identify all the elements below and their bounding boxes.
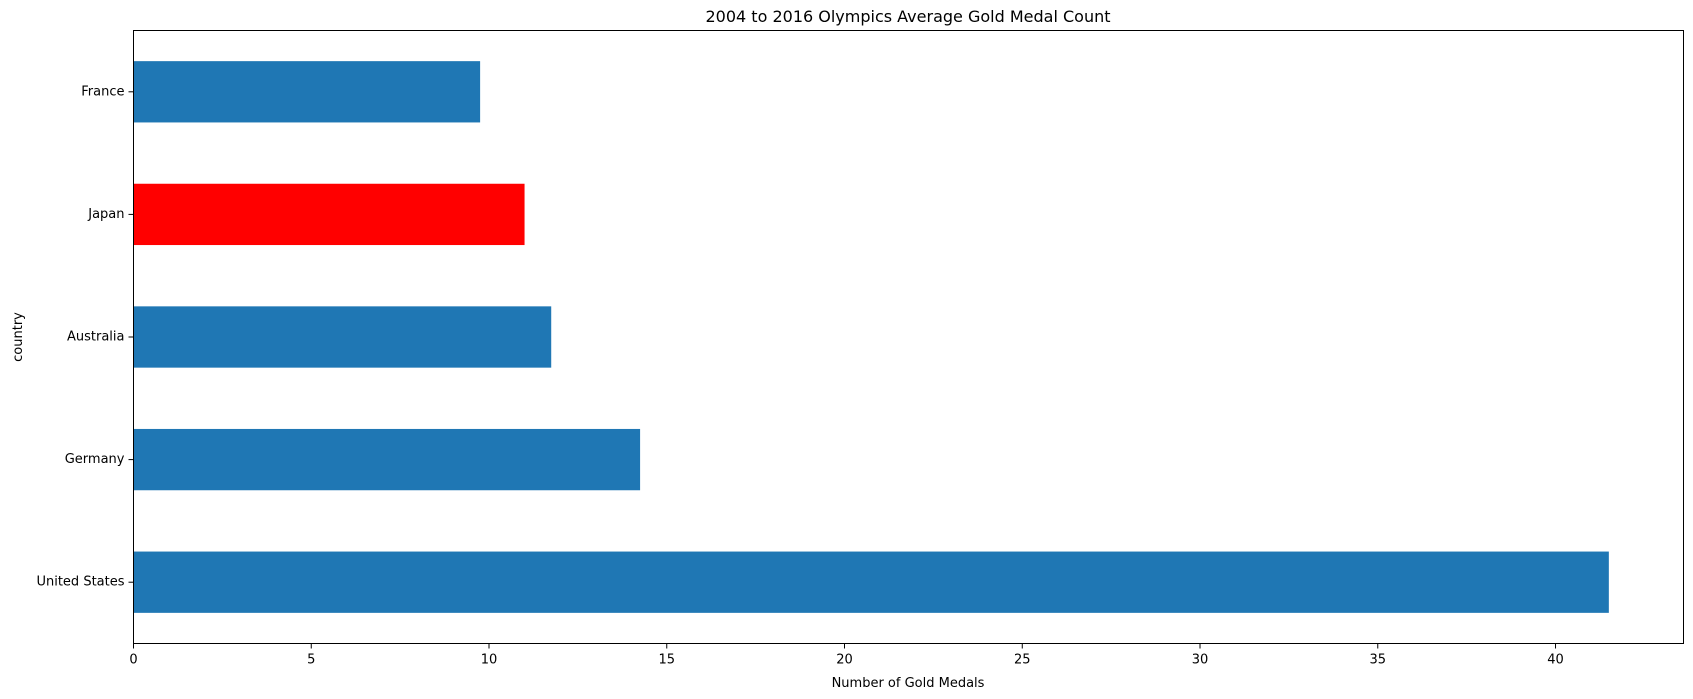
bar-united-states [133, 551, 1609, 613]
x-tick-label-30: 30 [1192, 653, 1209, 668]
x-tick-label-35: 35 [1369, 653, 1386, 668]
x-tick-label-5: 5 [307, 653, 315, 668]
y-tick-label-united-states: United States [36, 575, 124, 590]
x-axis-label: Number of Gold Medals [832, 676, 985, 691]
y-tick-label-france: France [81, 84, 124, 99]
chart-title: 2004 to 2016 Olympics Average Gold Medal… [706, 7, 1111, 26]
x-tick-label-25: 25 [1014, 653, 1031, 668]
bar-france [133, 61, 481, 123]
bars-layer [133, 61, 1609, 613]
y-tick-label-australia: Australia [67, 330, 125, 345]
y-axis: United States Germany Australia Japan France [36, 84, 134, 590]
x-tick-label-10: 10 [481, 653, 498, 668]
x-tick-label-15: 15 [658, 653, 675, 668]
x-axis: 0 5 10 15 20 25 30 35 40 [129, 643, 1564, 668]
y-tick-label-japan: Japan [87, 207, 124, 222]
x-tick-label-40: 40 [1547, 653, 1564, 668]
y-tick-label-germany: Germany [65, 452, 125, 467]
bar-germany [133, 428, 641, 491]
y-axis-label: country [11, 312, 26, 362]
x-tick-label-0: 0 [129, 653, 137, 668]
x-tick-label-20: 20 [836, 653, 853, 668]
bar-japan [133, 183, 525, 246]
bar-australia [133, 306, 552, 368]
plot-frame [133, 30, 1684, 644]
